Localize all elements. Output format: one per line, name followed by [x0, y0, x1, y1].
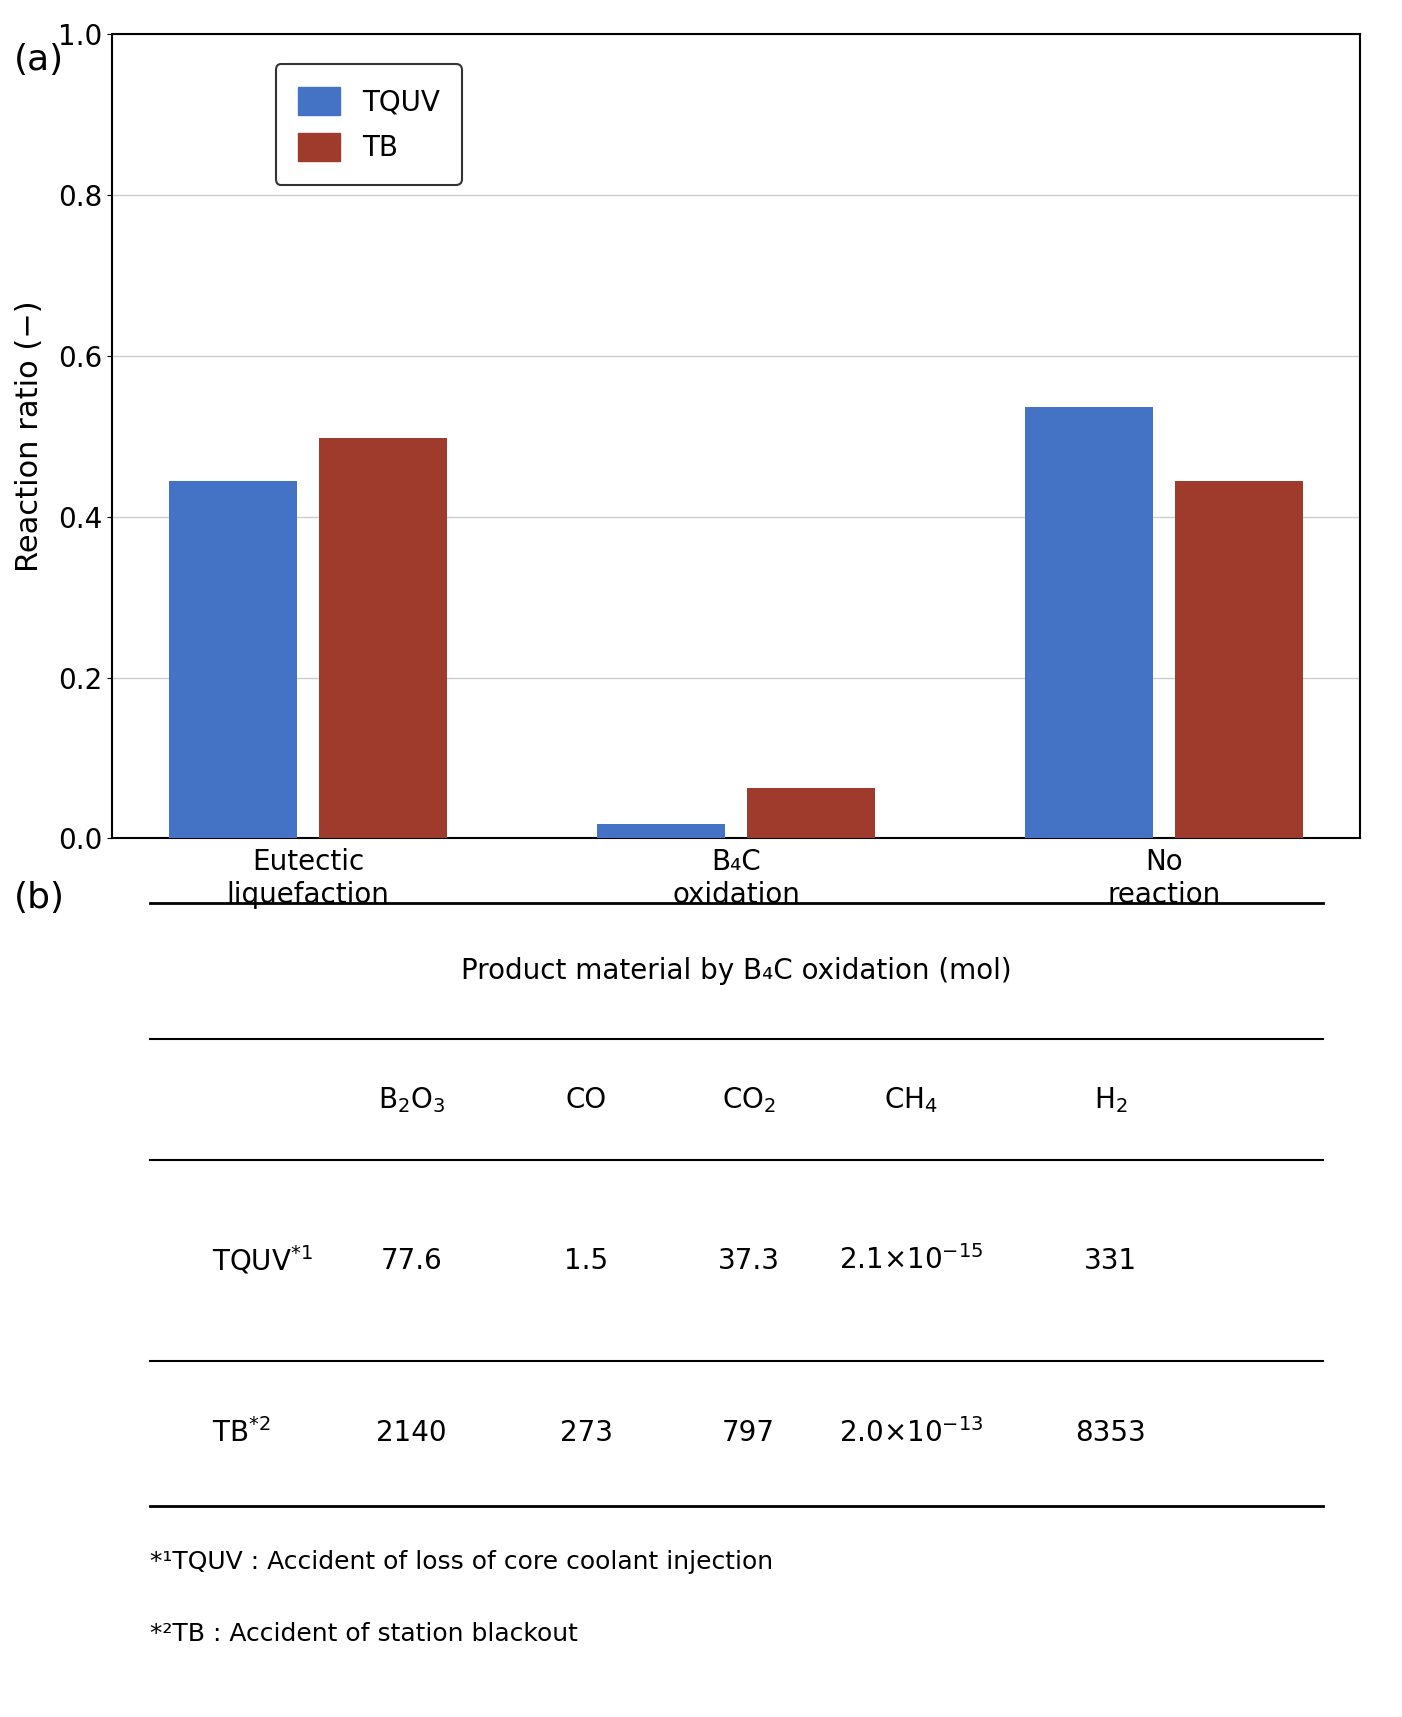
Text: 2140: 2140	[376, 1420, 447, 1447]
Legend: TQUV, TB: TQUV, TB	[276, 64, 463, 185]
Bar	[318, 438, 447, 838]
Text: (a): (a)	[14, 43, 64, 77]
Text: B$_2$O$_3$: B$_2$O$_3$	[379, 1085, 446, 1114]
Text: 37.3: 37.3	[718, 1247, 780, 1274]
Text: TQUV$^{*1}$: TQUV$^{*1}$	[212, 1245, 313, 1277]
Text: (b): (b)	[14, 881, 64, 915]
Bar	[747, 788, 875, 838]
Bar	[597, 824, 725, 838]
Text: CH$_4$: CH$_4$	[883, 1085, 938, 1114]
Text: 797: 797	[722, 1420, 775, 1447]
Text: *²TB : Accident of station blackout: *²TB : Accident of station blackout	[150, 1623, 578, 1647]
Text: CO$_2$: CO$_2$	[722, 1085, 775, 1114]
Bar	[1025, 407, 1154, 838]
Text: *¹TQUV : Accident of loss of core coolant injection: *¹TQUV : Accident of loss of core coolan…	[150, 1550, 773, 1574]
Text: Product material by B₄C oxidation (mol): Product material by B₄C oxidation (mol)	[461, 956, 1011, 986]
Text: H$_2$: H$_2$	[1094, 1085, 1127, 1114]
Text: 331: 331	[1084, 1247, 1137, 1274]
Text: 2.0×10$^{-13}$: 2.0×10$^{-13}$	[838, 1418, 983, 1449]
Text: CO: CO	[566, 1085, 607, 1114]
Bar	[168, 481, 297, 838]
Bar	[1175, 481, 1304, 838]
Text: 8353: 8353	[1075, 1420, 1145, 1447]
Text: 2.1×10$^{-15}$: 2.1×10$^{-15}$	[838, 1245, 983, 1276]
Y-axis label: Reaction ratio (−): Reaction ratio (−)	[15, 300, 45, 572]
Text: 1.5: 1.5	[564, 1247, 608, 1274]
Text: 77.6: 77.6	[381, 1247, 443, 1274]
Text: TB$^{*2}$: TB$^{*2}$	[212, 1418, 271, 1449]
Text: 273: 273	[559, 1420, 613, 1447]
